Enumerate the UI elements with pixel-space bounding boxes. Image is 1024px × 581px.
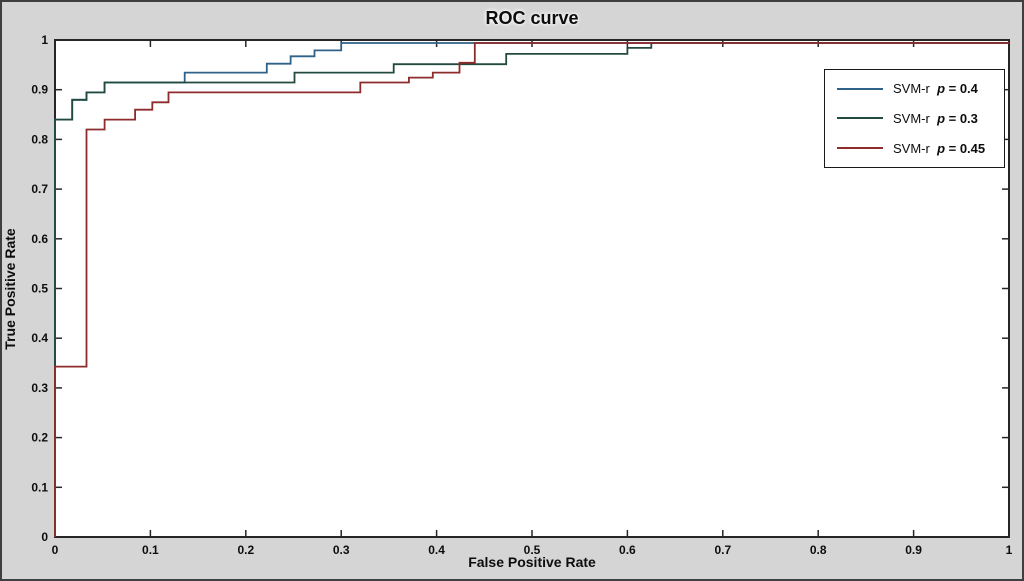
y-axis-label: True Positive Rate — [2, 228, 18, 350]
x-tick-label: 0 — [52, 543, 59, 557]
series-line-1 — [54, 42, 1009, 537]
legend-item-svmr-p03: SVM-r p = 0.3 — [825, 111, 1004, 126]
x-tick-label: 0.4 — [428, 543, 445, 557]
x-tick-label: 0.1 — [142, 543, 159, 557]
x-tick-label: 0.9 — [905, 543, 922, 557]
y-tick-label: 0.3 — [31, 381, 48, 395]
x-tick-label: 0.8 — [810, 543, 827, 557]
chart-title: ROC curve — [485, 8, 579, 28]
y-tick-label: 0.8 — [31, 132, 48, 146]
legend-label-prefix: SVM-r — [893, 110, 938, 126]
y-tick-label: 0.9 — [31, 83, 48, 97]
legend-item-svmr-p04: SVM-r p = 0.4 — [825, 81, 1004, 96]
series-line-2 — [54, 42, 1009, 537]
legend-line-sample-blue — [837, 87, 883, 90]
x-tick-label: 0.3 — [333, 543, 350, 557]
legend-label-p-symbol: p — [937, 140, 946, 156]
legend-line-sample-green — [837, 117, 883, 120]
y-tick-label: 0.4 — [31, 331, 48, 345]
legend-line-sample-red — [837, 147, 883, 150]
y-tick-label: 0 — [41, 530, 48, 544]
y-tick-label: 0.2 — [31, 431, 48, 445]
x-axis-label: False Positive Rate — [468, 554, 596, 570]
y-tick-label: 0.6 — [31, 232, 48, 246]
x-tick-label: 0.5 — [524, 543, 541, 557]
y-tick-label: 0.7 — [31, 182, 48, 196]
legend-label-value: = 0.3 — [945, 110, 978, 126]
legend-label-p-symbol: p — [937, 81, 946, 97]
x-tick-label: 0.2 — [237, 543, 254, 557]
x-tick-label: 0.7 — [714, 543, 731, 557]
legend-label-prefix: SVM-r — [893, 140, 938, 156]
x-tick-label: 1 — [1006, 543, 1013, 557]
legend-label-value: = 0.45 — [945, 140, 986, 156]
legend-label-value: = 0.4 — [945, 81, 978, 97]
legend-label-p-symbol: p — [937, 110, 946, 126]
y-tick-label: 0.1 — [31, 480, 48, 494]
legend-label-prefix: SVM-r — [893, 81, 938, 97]
legend-box: SVM-r p = 0.4 SVM-r p = 0.3 SVM-r p = 0.… — [824, 69, 1005, 168]
y-tick-label: 1 — [41, 33, 48, 47]
legend-item-svmr-p045: SVM-r p = 0.45 — [825, 141, 1004, 156]
x-tick-label: 0.6 — [619, 543, 636, 557]
y-tick-label: 0.5 — [31, 282, 48, 296]
